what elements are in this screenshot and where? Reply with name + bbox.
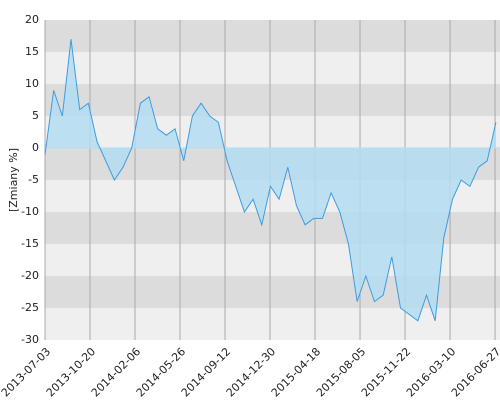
y-tick-label: 10: [25, 77, 39, 90]
y-tick-label: 20: [25, 13, 39, 26]
y-tick-label: -25: [21, 301, 39, 314]
band: [45, 116, 500, 148]
y-tick-label: -30: [21, 333, 39, 346]
y-tick-label: -5: [28, 173, 39, 186]
y-tick-label: 5: [32, 109, 39, 122]
y-axis-label: [Zmiany %]: [7, 148, 20, 212]
y-tick-label: -10: [21, 205, 39, 218]
y-tick-label: -15: [21, 237, 39, 250]
band: [45, 52, 500, 84]
y-tick-label: 0: [32, 141, 39, 154]
band: [45, 84, 500, 116]
band: [45, 20, 500, 52]
band: [45, 308, 500, 340]
y-tick-label: -20: [21, 269, 39, 282]
area: [45, 39, 496, 321]
y-tick-label: 15: [25, 45, 39, 58]
line: [44, 39, 497, 322]
